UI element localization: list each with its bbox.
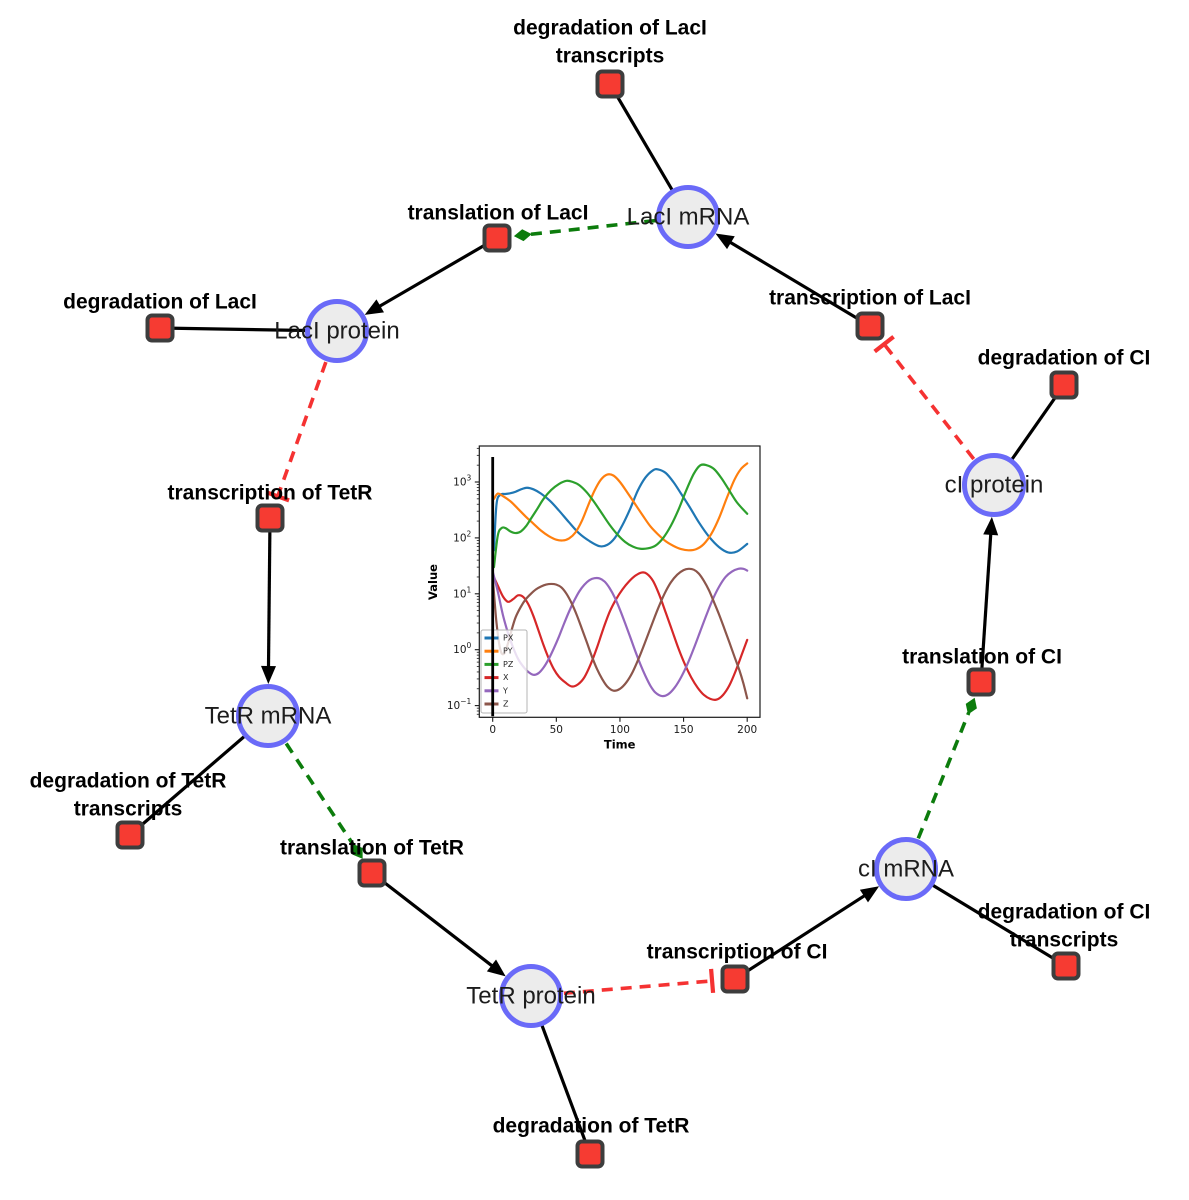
arrowhead-icon [261,665,277,685]
label-degradation-of-tetr-transcripts: transcripts [74,798,183,821]
series-PZ [492,463,749,569]
arrowhead-icon [364,299,384,315]
label-transcription-of-laci: transcription of LacI [769,287,971,310]
label-degradation-of-ci: degradation of CI [978,347,1151,370]
x-tick-label: 50 [550,724,563,736]
label-transcription-of-ci: transcription of CI [647,941,828,964]
legend-label-PX: PX [503,634,514,643]
x-tick-label: 0 [489,724,496,736]
legend-label-Y: Y [502,686,508,695]
reaction-node-degradation-of-ci[interactable] [1049,370,1079,400]
reaction-node-degradation-of-laci[interactable] [145,313,175,343]
inhibition-tbar-icon [708,968,716,994]
species-node-tetr-protein[interactable] [499,964,563,1028]
reaction-node-transcription-of-tetr[interactable] [255,503,285,533]
legend-label-PZ: PZ [503,660,514,669]
species-node-tetr-mrna[interactable] [236,684,300,748]
label-translation-of-ci: translation of CI [902,646,1062,669]
edge-laci-protein--transcription-of-tetr [265,361,328,503]
label-degradation-of-tetr: degradation of TetR [493,1115,690,1138]
species-node-laci-protein[interactable] [305,299,369,363]
x-tick-label: 100 [610,724,630,736]
y-tick-label: 103 [453,474,471,489]
edge-ci-mrna--translation-of-ci [916,697,977,840]
y-tick-label: 100 [453,641,471,656]
series-Z [491,567,749,700]
label-ci-mrna: cI mRNA [858,856,954,883]
edge-translation-of-tetr--tetr-protein [371,871,506,977]
legend-label-PY: PY [503,647,513,656]
species-node-ci-protein[interactable] [962,453,1026,517]
series-X [491,571,749,701]
edge-tetr-protein--transcription-of-ci [563,968,716,996]
series-PX [492,468,749,554]
label-degradation-of-ci-transcripts: transcripts [1010,929,1119,952]
label-ci-protein: cI protein [945,472,1044,499]
series-PY [492,462,749,552]
reaction-node-translation-of-tetr[interactable] [357,858,387,888]
label-laci-protein: LacI protein [274,318,399,345]
modifier-diamond-icon [513,229,532,242]
reaction-node-degradation-of-laci-transcripts[interactable] [595,69,625,99]
label-degradation-of-ci-transcripts: degradation of CI [978,901,1151,924]
label-tetr-protein: TetR protein [466,983,595,1010]
label-tetr-mrna: TetR mRNA [205,703,332,730]
y-tick-label: 102 [453,529,471,544]
arrowhead-icon [486,959,506,977]
species-node-ci-mrna[interactable] [874,837,938,901]
label-degradation-of-laci: degradation of LacI [63,291,257,314]
label-degradation-of-laci-transcripts: transcripts [556,45,665,68]
label-translation-of-tetr: translation of TetR [280,837,464,860]
reaction-node-degradation-of-tetr[interactable] [575,1139,605,1169]
modifier-diamond-icon [352,843,363,859]
reaction-node-degradation-of-tetr-transcripts[interactable] [115,820,145,850]
inhibition-tbar-icon [873,335,895,354]
y-tick-label: 10−1 [447,697,472,712]
y-tick-label: 101 [453,585,471,600]
chart-series-layer [491,462,749,701]
x-axis-label: Time [604,737,636,751]
chart-legend: PX PY PZ XYZ [480,629,528,714]
edge-translation-of-laci--laci-protein [364,236,498,315]
reaction-node-transcription-of-laci[interactable] [855,311,885,341]
edge-ci-protein--transcription-of-laci [873,335,976,461]
inhibition-tbar-icon [265,490,290,503]
reaction-node-translation-of-laci[interactable] [482,223,512,253]
edge-tetr-mrna--translation-of-tetr [284,742,363,859]
reaction-node-degradation-of-ci-transcripts[interactable] [1051,951,1081,981]
legend-label-X: X [503,673,509,682]
label-laci-mrna: LacI mRNA [627,204,750,231]
series-Y [491,567,749,698]
edge-transcription-of-tetr--tetr-mrna [261,517,277,685]
modifier-diamond-icon [965,697,977,715]
arrowhead-icon [715,233,735,250]
species-node-laci-mrna[interactable] [656,185,720,249]
arrowhead-icon [983,516,999,536]
chart-axes: 0 50 100 150 200 103 102 101 100 10−1 Time Value [426,447,757,751]
edge-translation-of-ci--ci-protein [979,516,999,683]
reaction-node-translation-of-ci[interactable] [966,667,996,697]
label-transcription-of-tetr: transcription of TetR [168,482,373,505]
edge-transcription-of-ci--ci-mrna [734,886,880,981]
reaction-node-transcription-of-ci[interactable] [720,964,750,994]
y-axis-label: Value [426,564,440,600]
edges-layer [128,83,1067,1155]
x-tick-label: 150 [674,724,694,736]
legend-label-Z: Z [503,700,509,709]
inset-chart: PX PY PZ XYZ 0 50 100 150 200 103 102 101 100 10−1 Tim… [426,445,761,751]
nodes-layer [115,69,1081,1169]
labels-layer: degradation of LacI transcripts translatio… [30,17,1151,1138]
label-degradation-of-laci-transcripts: degradation of LacI [513,17,707,40]
edge-transcription-of-laci--laci-mrna [715,233,871,328]
arrowhead-icon [859,886,880,903]
edge-laci-mrna--translation-of-laci [513,218,656,242]
label-degradation-of-tetr-transcripts: degradation of TetR [30,770,227,793]
label-translation-of-laci: translation of LacI [408,202,589,225]
x-tick-label: 200 [737,724,757,736]
